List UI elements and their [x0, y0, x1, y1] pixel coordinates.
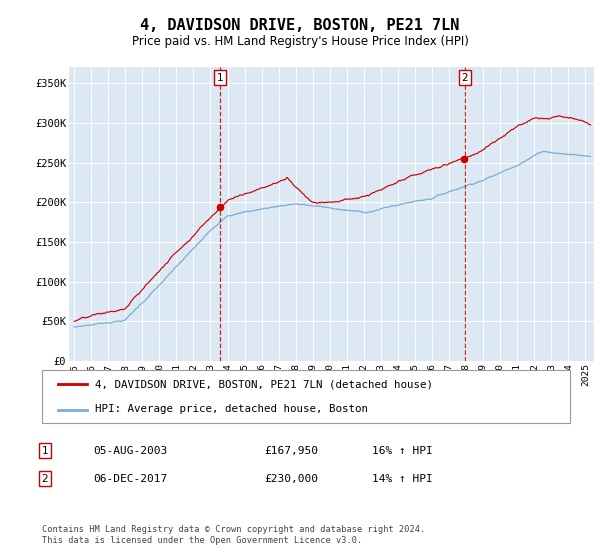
- Text: 4, DAVIDSON DRIVE, BOSTON, PE21 7LN: 4, DAVIDSON DRIVE, BOSTON, PE21 7LN: [140, 18, 460, 32]
- Text: 2: 2: [41, 474, 49, 484]
- Text: 4, DAVIDSON DRIVE, BOSTON, PE21 7LN (detached house): 4, DAVIDSON DRIVE, BOSTON, PE21 7LN (det…: [95, 380, 433, 390]
- FancyBboxPatch shape: [42, 370, 570, 423]
- Text: 14% ↑ HPI: 14% ↑ HPI: [372, 474, 433, 484]
- Text: HPI: Average price, detached house, Boston: HPI: Average price, detached house, Bost…: [95, 404, 368, 414]
- Text: 1: 1: [41, 446, 49, 456]
- Text: 1: 1: [217, 73, 224, 82]
- Text: £230,000: £230,000: [264, 474, 318, 484]
- Text: Price paid vs. HM Land Registry's House Price Index (HPI): Price paid vs. HM Land Registry's House …: [131, 35, 469, 49]
- Text: Contains HM Land Registry data © Crown copyright and database right 2024.
This d: Contains HM Land Registry data © Crown c…: [42, 525, 425, 545]
- Text: 2: 2: [461, 73, 468, 82]
- Text: 05-AUG-2003: 05-AUG-2003: [93, 446, 167, 456]
- Text: 06-DEC-2017: 06-DEC-2017: [93, 474, 167, 484]
- Text: 16% ↑ HPI: 16% ↑ HPI: [372, 446, 433, 456]
- Text: £167,950: £167,950: [264, 446, 318, 456]
